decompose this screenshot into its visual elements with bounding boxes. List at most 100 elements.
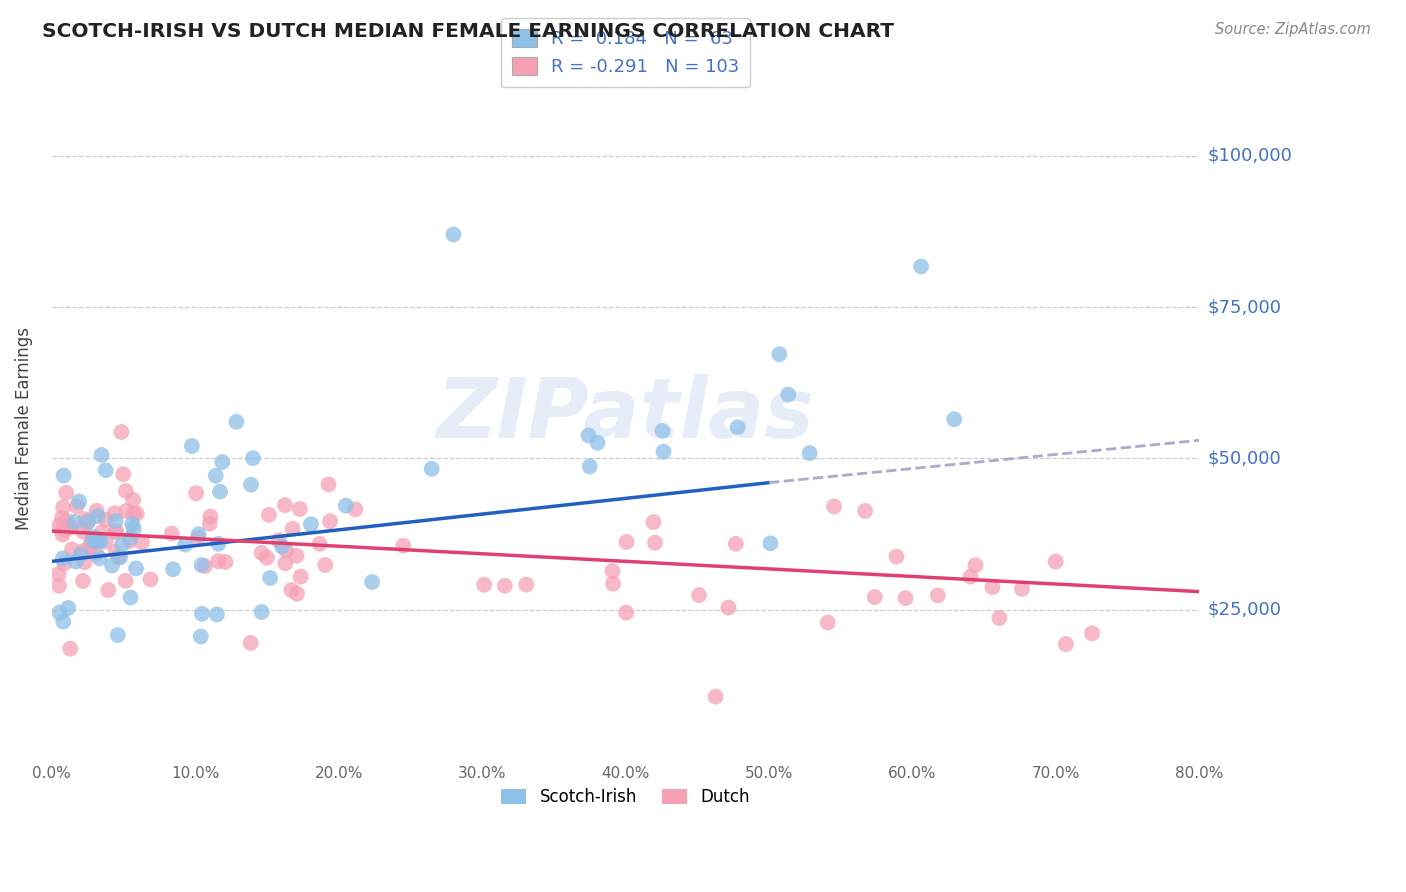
Point [190, 630, 212, 644]
Point [240, 477, 263, 491]
Point [208, 484, 231, 499]
Point [56, 601, 79, 615]
Point [83, 535, 105, 549]
Point [314, 558, 336, 572]
Point [110, 425, 132, 439]
Point [60, 542, 83, 557]
Point [392, 539, 415, 553]
Point [441, 227, 464, 242]
Text: $50,000: $50,000 [1208, 450, 1281, 467]
Point [225, 415, 247, 429]
Point [97, 583, 120, 598]
Point [214, 555, 236, 569]
Point [80, 534, 103, 549]
Text: $75,000: $75,000 [1208, 298, 1282, 316]
Point [122, 507, 145, 521]
Point [131, 535, 153, 549]
Point [48, 579, 70, 593]
Point [778, 387, 800, 401]
Point [72, 544, 94, 558]
Point [910, 260, 932, 274]
Point [285, 587, 308, 601]
Point [271, 540, 294, 554]
Point [578, 428, 600, 442]
Point [768, 347, 790, 361]
Point [1011, 582, 1033, 596]
Point [308, 537, 330, 551]
Point [104, 514, 127, 528]
Point [69, 548, 91, 562]
Point [59, 520, 82, 534]
Point [87, 534, 110, 549]
Point [494, 579, 516, 593]
Text: ZIPatlas: ZIPatlas [437, 375, 814, 455]
Point [280, 582, 302, 597]
Point [48, 567, 70, 582]
Point [55, 520, 77, 534]
Point [239, 636, 262, 650]
Point [288, 502, 311, 516]
Legend: Scotch-Irish, Dutch: Scotch-Irish, Dutch [495, 781, 756, 813]
Point [602, 576, 624, 591]
Point [643, 515, 665, 529]
Point [894, 591, 917, 606]
Point [125, 561, 148, 575]
Point [94, 534, 117, 549]
Point [73, 555, 96, 569]
Point [335, 499, 357, 513]
Point [242, 451, 264, 466]
Point [160, 526, 183, 541]
Point [187, 527, 209, 541]
Point [267, 533, 290, 548]
Point [77, 515, 100, 529]
Point [72, 524, 94, 539]
Point [586, 435, 609, 450]
Point [886, 549, 908, 564]
Point [75, 512, 97, 526]
Point [76, 516, 98, 531]
Point [114, 483, 136, 498]
Point [52, 551, 75, 566]
Point [104, 506, 127, 520]
Point [704, 690, 727, 704]
Point [817, 615, 839, 630]
Point [319, 514, 342, 528]
Text: $25,000: $25,000 [1208, 600, 1282, 619]
Point [204, 468, 226, 483]
Point [51, 510, 73, 524]
Point [56, 514, 79, 528]
Point [515, 577, 537, 591]
Point [823, 500, 845, 514]
Point [644, 535, 666, 549]
Point [86, 547, 108, 561]
Point [122, 492, 145, 507]
Point [965, 558, 987, 573]
Point [250, 546, 273, 560]
Point [1054, 637, 1077, 651]
Point [651, 424, 673, 438]
Point [52, 468, 75, 483]
Point [52, 500, 75, 515]
Point [94, 513, 117, 527]
Point [184, 486, 207, 500]
Point [988, 611, 1011, 625]
Y-axis label: Median Female Earnings: Median Female Earnings [15, 326, 32, 530]
Point [191, 607, 214, 621]
Point [107, 549, 129, 564]
Point [180, 439, 202, 453]
Point [863, 590, 886, 604]
Point [207, 537, 229, 551]
Point [115, 504, 138, 518]
Point [111, 538, 134, 552]
Point [125, 507, 148, 521]
Point [1045, 555, 1067, 569]
Point [727, 420, 749, 434]
Point [82, 533, 104, 548]
Point [108, 550, 131, 565]
Point [48, 518, 70, 533]
Text: $100,000: $100,000 [1208, 147, 1292, 165]
Point [114, 574, 136, 588]
Point [207, 554, 229, 568]
Point [52, 527, 75, 541]
Point [616, 535, 638, 549]
